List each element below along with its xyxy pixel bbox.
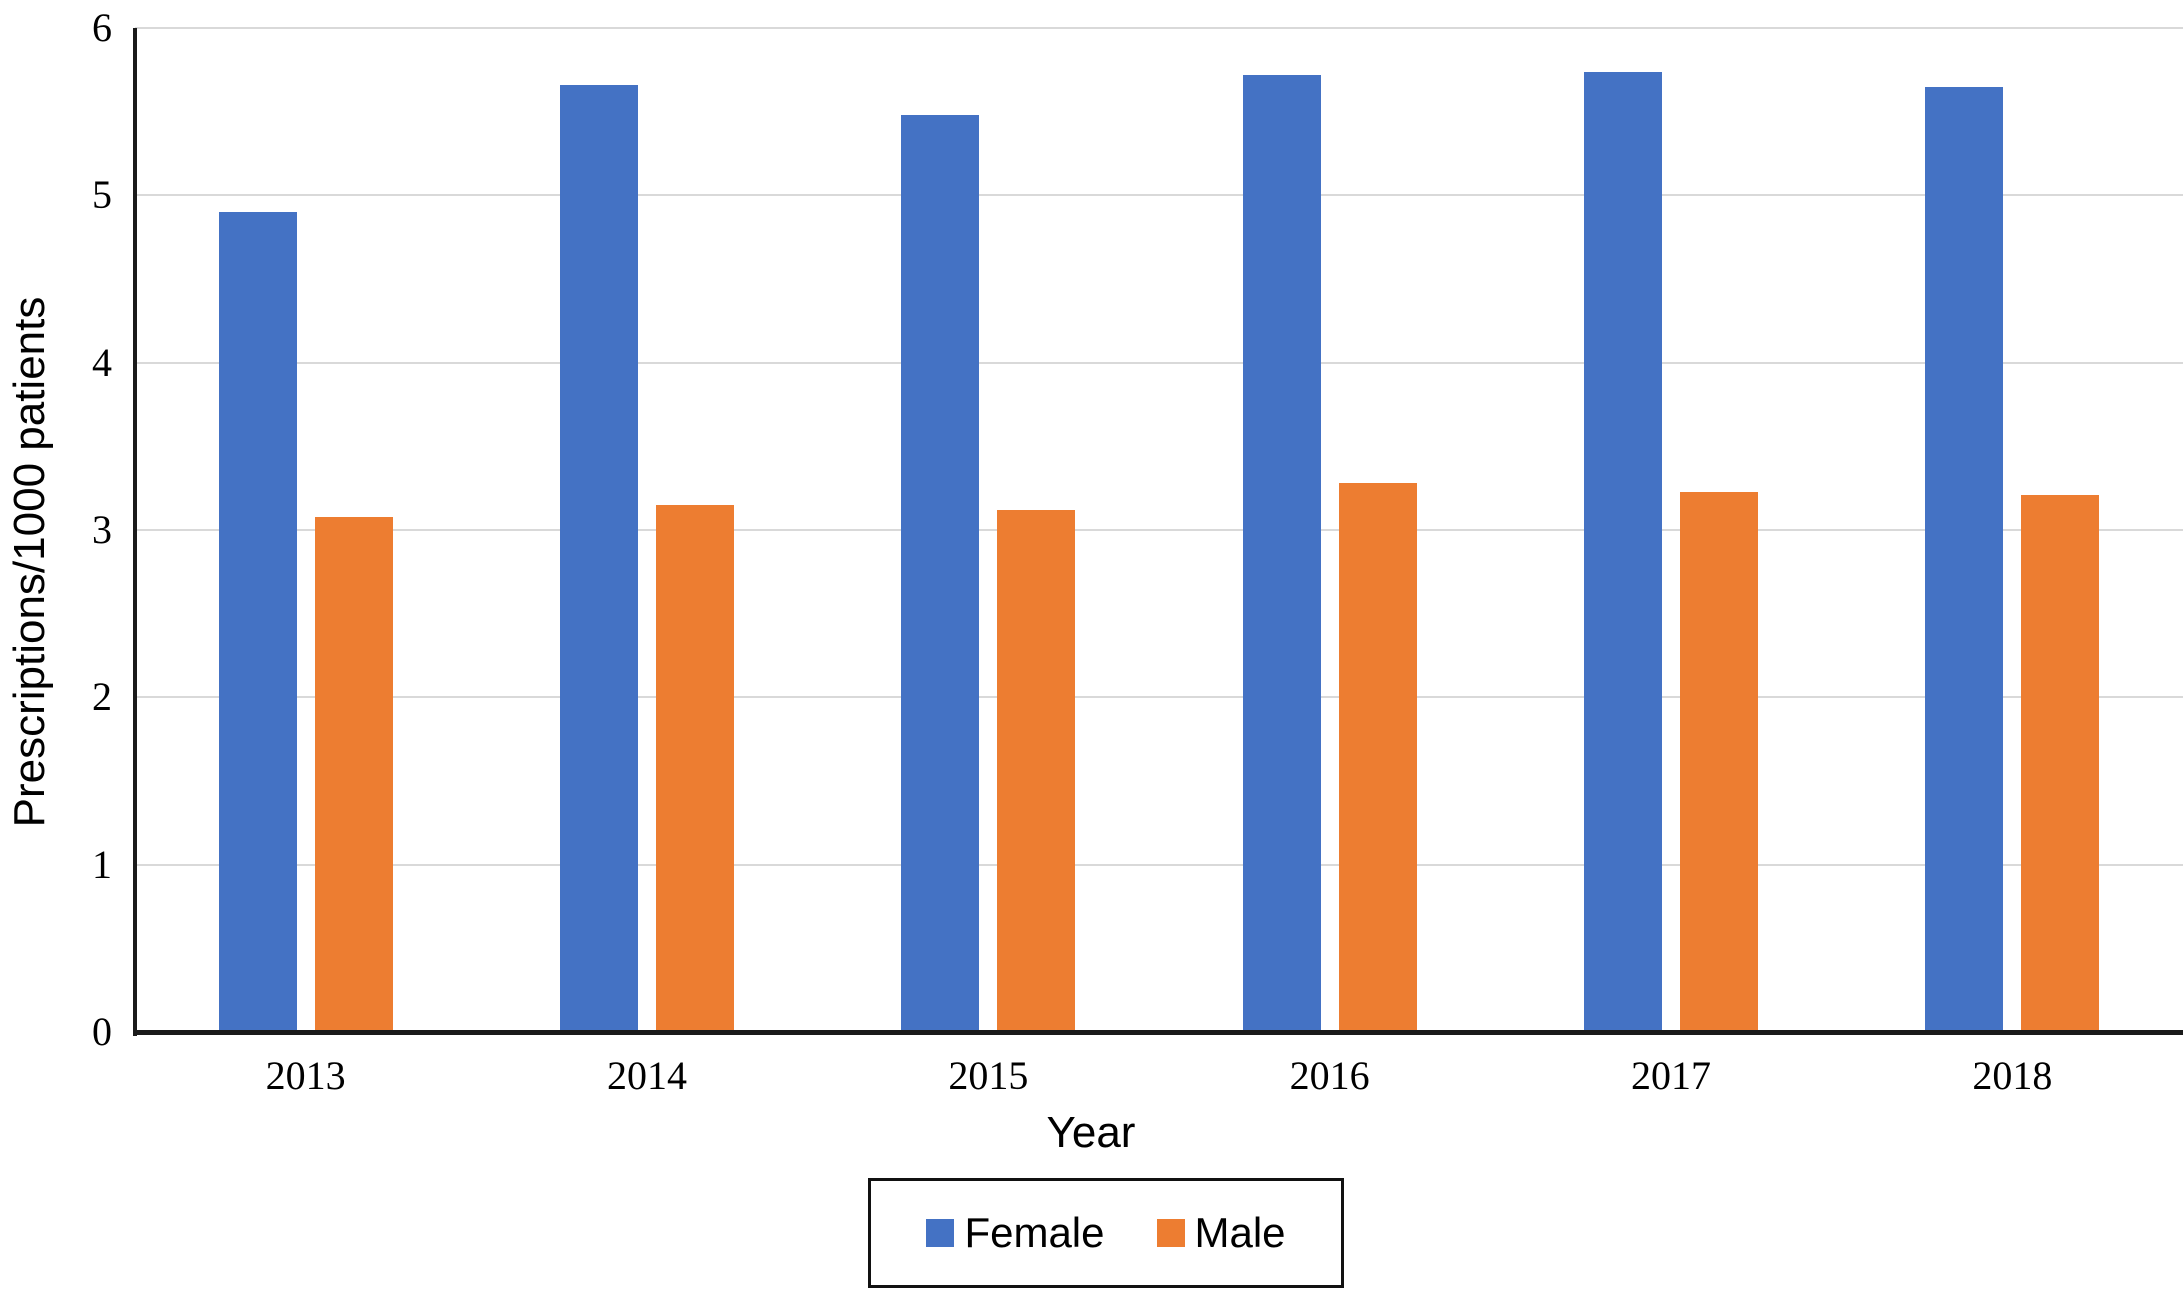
y-tick-label-4: 4	[92, 339, 112, 385]
legend-label-female: Female	[964, 1209, 1105, 1256]
legend-label-male: Male	[1194, 1209, 1286, 1256]
y-tick-label-1: 1	[92, 841, 112, 887]
gridline-y3	[135, 529, 2183, 531]
y-tick-label-2: 2	[92, 674, 112, 720]
x-axis-title: Year	[1046, 1108, 1136, 1157]
bar-male-2017	[1680, 491, 1758, 1032]
female-swatch-icon	[926, 1219, 955, 1247]
gridline-y4	[135, 361, 2183, 364]
gridline-y2	[135, 696, 2183, 699]
x-tick-label-2017: 2017	[1631, 1053, 1711, 1098]
bar-male-2013	[314, 516, 393, 1032]
y-tick-label-3: 3	[92, 507, 112, 552]
bar-male-2016	[1338, 483, 1417, 1032]
gridline-y1	[135, 863, 2183, 866]
bar-male-2018	[2021, 494, 2100, 1032]
legend-item-female: Female	[926, 1209, 1105, 1257]
x-tick-label-2013: 2013	[265, 1053, 346, 1098]
bar-female-2015	[901, 115, 980, 1032]
gridline-y5	[135, 194, 2183, 197]
y-axis-title: Prescriptions/1000 patients	[5, 296, 54, 828]
bar-female-2018	[1925, 86, 2004, 1032]
y-tick-label-5: 5	[92, 172, 112, 218]
gridline-y6	[135, 27, 2183, 29]
bar-female-2014	[560, 84, 638, 1032]
bar-female-2017	[1584, 71, 1662, 1032]
x-tick-label-2016: 2016	[1289, 1053, 1370, 1098]
bar-female-2013	[218, 212, 297, 1032]
y-tick-label-6: 6	[92, 5, 112, 50]
x-tick-label-2018: 2018	[1972, 1053, 2053, 1098]
x-axis-line	[133, 1030, 2183, 1035]
y-axis-line	[133, 28, 137, 1036]
bar-male-2014	[656, 504, 734, 1032]
legend-item-male: Male	[1156, 1209, 1286, 1257]
bar-male-2015	[997, 509, 1076, 1032]
x-tick-label-2014: 2014	[607, 1053, 687, 1098]
y-tick-label-0: 0	[92, 1009, 112, 1054]
x-tick-label-2015: 2015	[948, 1053, 1029, 1098]
male-swatch-icon	[1156, 1219, 1185, 1247]
legend: Female Male	[868, 1178, 1344, 1288]
bar-female-2016	[1242, 74, 1321, 1032]
